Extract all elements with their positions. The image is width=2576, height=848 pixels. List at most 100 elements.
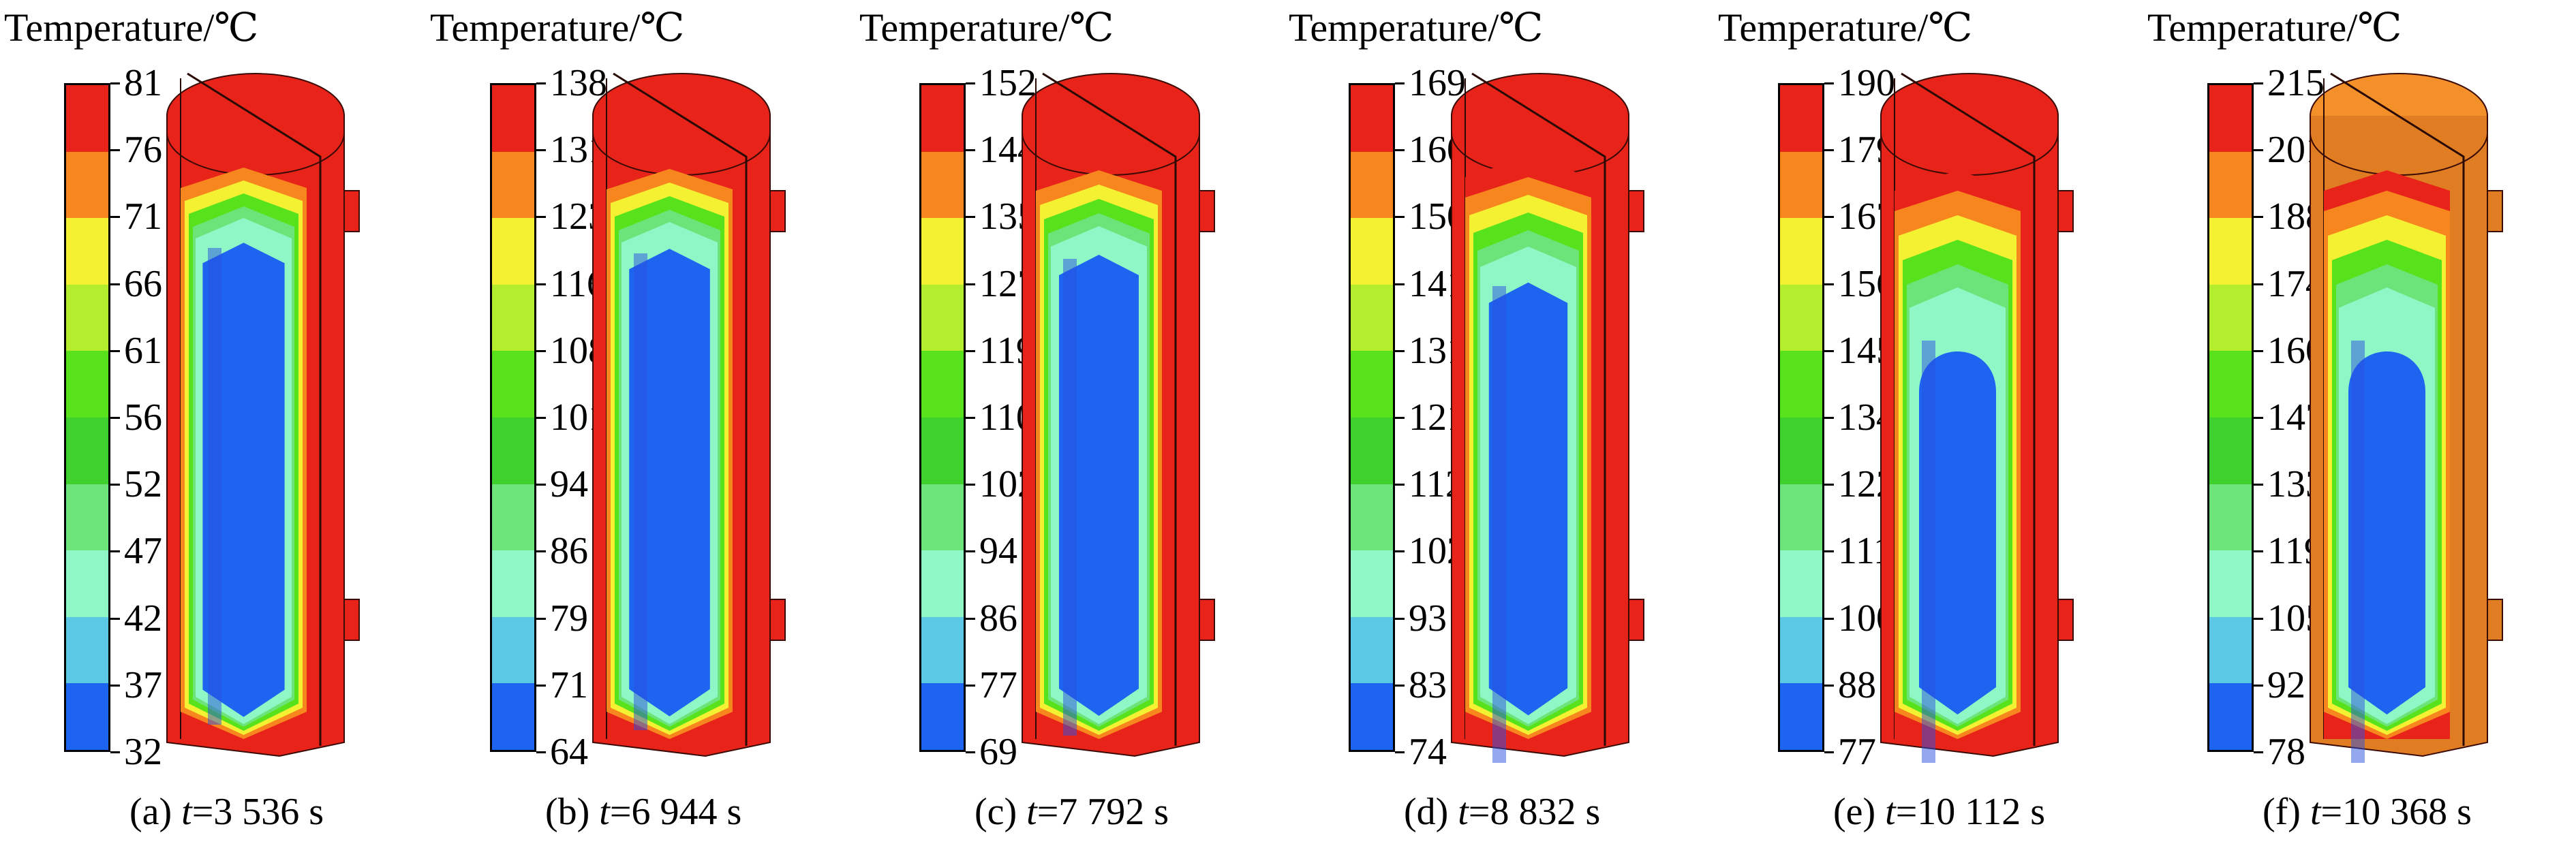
colorbar-band bbox=[921, 484, 964, 551]
colorbar-tick-label: 83 bbox=[1409, 663, 1447, 706]
colorbar-band bbox=[1351, 284, 1393, 351]
core-shading bbox=[1922, 341, 1935, 763]
cut-plane-edge bbox=[187, 72, 322, 746]
colorbar-tick bbox=[966, 216, 975, 219]
caption-time-symbol: t bbox=[1458, 791, 1469, 833]
panel-caption: (f) t=10 368 s bbox=[2263, 790, 2472, 834]
colorbar-band bbox=[1351, 484, 1393, 551]
colorbar-title: Temperature/℃ bbox=[1289, 5, 1544, 50]
colorbar-tick bbox=[110, 550, 120, 553]
colorbar-band bbox=[1351, 218, 1393, 285]
colorbar-title: Temperature/℃ bbox=[4, 5, 259, 50]
colorbar-tick bbox=[1824, 751, 1834, 753]
colorbar-band bbox=[2209, 550, 2252, 617]
colorbar-tick-label: 71 bbox=[550, 663, 588, 706]
colorbar-tick bbox=[1824, 550, 1834, 553]
colorbar-tick-label: 190 bbox=[1838, 62, 1895, 104]
colorbar-tick-label: 94 bbox=[550, 463, 588, 506]
colorbar-tick bbox=[536, 417, 546, 419]
colorbar-band bbox=[66, 85, 108, 152]
colorbar-tick-label: 86 bbox=[979, 597, 1017, 640]
colorbar-band bbox=[66, 218, 108, 285]
colorbar-tick bbox=[966, 82, 975, 84]
core-shading bbox=[1063, 259, 1077, 736]
colorbar-tick bbox=[110, 149, 120, 152]
vessel-cutaway bbox=[1022, 72, 1215, 757]
colorbar-band bbox=[1351, 85, 1393, 152]
colorbar-title: Temperature/℃ bbox=[2147, 5, 2402, 50]
panel-caption: (e) t=10 112 s bbox=[1833, 790, 2045, 834]
caption-label: (b) bbox=[545, 791, 600, 833]
interior-contour-layer bbox=[202, 242, 285, 717]
caption-label: (f) bbox=[2263, 791, 2310, 833]
colorbar-tick bbox=[966, 550, 975, 553]
colorbar-tick bbox=[536, 283, 546, 285]
colorbar-tick-label: 66 bbox=[124, 262, 162, 305]
colorbar-tick-label: 152 bbox=[979, 62, 1037, 104]
caption-time-symbol: t bbox=[599, 791, 610, 833]
colorbar-tick bbox=[1824, 149, 1834, 152]
colorbar-tick-label: 81 bbox=[124, 62, 162, 104]
colorbar-band bbox=[492, 417, 534, 484]
colorbar bbox=[2207, 83, 2254, 752]
colorbar-tick bbox=[966, 149, 975, 152]
colorbar-tick-label: 169 bbox=[1409, 62, 1466, 104]
colorbar-tick-label: 74 bbox=[1409, 731, 1447, 773]
colorbar-tick bbox=[966, 684, 975, 687]
colorbar-band bbox=[1780, 616, 1822, 684]
colorbar-tick bbox=[1395, 349, 1405, 352]
colorbar-tick bbox=[1824, 484, 1834, 486]
panel-c: Temperature/℃ 152 144 135 127 119 110 102 94 86 77… bbox=[855, 0, 1271, 848]
caption-time-value: =7 792 s bbox=[1037, 791, 1169, 833]
colorbar-tick-label: 76 bbox=[124, 129, 162, 172]
colorbar-band bbox=[492, 151, 534, 219]
colorbar-band bbox=[1780, 484, 1822, 551]
colorbar-tick bbox=[966, 484, 975, 486]
colorbar-tick bbox=[536, 149, 546, 152]
caption-time-value: =8 832 s bbox=[1468, 791, 1601, 833]
colorbar-tick bbox=[1395, 684, 1405, 687]
colorbar-band bbox=[921, 284, 964, 351]
panel-e: Temperature/℃ 190 179 167 156 145 134 122 111 100… bbox=[1714, 0, 2130, 848]
colorbar-band bbox=[1780, 550, 1822, 617]
colorbar-tick bbox=[1395, 82, 1405, 84]
colorbar-tick-label: 37 bbox=[124, 663, 162, 706]
colorbar-tick bbox=[110, 617, 120, 620]
colorbar-tick bbox=[110, 349, 120, 352]
panel-b: Temperature/℃ 138 131 123 116 108 101 94 86 79 71 6… bbox=[426, 0, 842, 848]
colorbar-band bbox=[492, 616, 534, 684]
colorbar-tick bbox=[2254, 417, 2263, 419]
caption-time-value: =6 944 s bbox=[609, 791, 742, 833]
colorbar-band bbox=[921, 218, 964, 285]
caption-time-value: =10 112 s bbox=[1895, 791, 2046, 833]
colorbar-band bbox=[1351, 616, 1393, 684]
colorbar-title: Temperature/℃ bbox=[859, 5, 1114, 50]
colorbar bbox=[64, 83, 110, 752]
colorbar-tick-label: 93 bbox=[1409, 597, 1447, 640]
colorbar-tick bbox=[1395, 283, 1405, 285]
cut-plane-edge bbox=[1901, 72, 2036, 746]
panel-caption: (c) t=7 792 s bbox=[975, 790, 1169, 834]
colorbar-title: Temperature/℃ bbox=[430, 5, 685, 50]
colorbar-tick bbox=[966, 417, 975, 419]
colorbar-band bbox=[1780, 284, 1822, 351]
colorbar-tick bbox=[2254, 283, 2263, 285]
colorbar-tick bbox=[2254, 550, 2263, 553]
vessel-cutaway bbox=[166, 72, 360, 757]
colorbar-tick bbox=[536, 751, 546, 753]
colorbar bbox=[490, 83, 536, 752]
caption-label: (c) bbox=[975, 791, 1027, 833]
caption-time-value: =3 536 s bbox=[191, 791, 324, 833]
colorbar-tick-label: 86 bbox=[550, 530, 588, 573]
colorbar-band bbox=[2209, 484, 2252, 551]
colorbar-tick-label: 32 bbox=[124, 731, 162, 773]
colorbar-tick-label: 78 bbox=[2267, 731, 2305, 773]
colorbar-tick bbox=[536, 82, 546, 84]
cut-plane-edge bbox=[1471, 72, 1606, 746]
colorbar-tick bbox=[110, 417, 120, 419]
caption-time-symbol: t bbox=[1026, 791, 1037, 833]
colorbar-tick bbox=[1824, 283, 1834, 285]
colorbar-tick bbox=[2254, 484, 2263, 486]
colorbar-band bbox=[1351, 351, 1393, 418]
